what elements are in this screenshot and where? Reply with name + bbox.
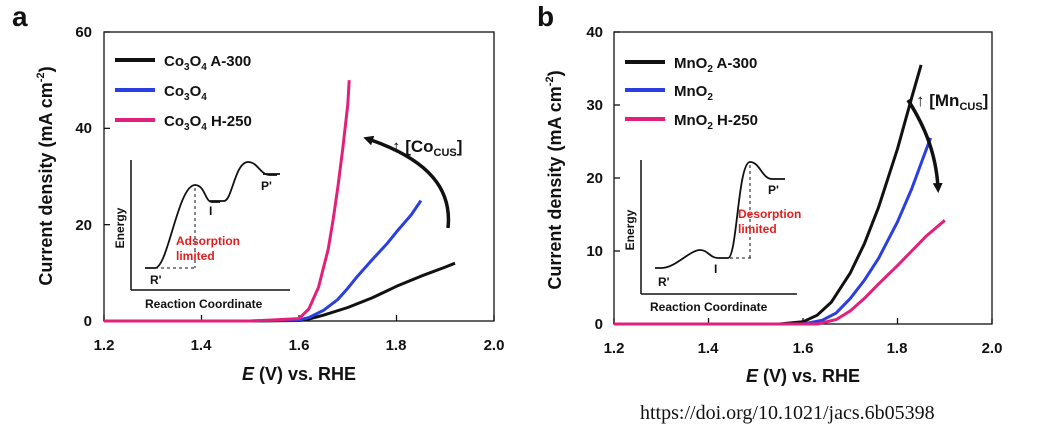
- legend-label: MnO2 H-250: [674, 112, 758, 132]
- legend-label: Co3O4 A-300: [164, 53, 251, 73]
- y-axis-title-sup: -2: [544, 76, 556, 86]
- ytick-labels-b: 0 10 20 30 40: [586, 24, 603, 333]
- inset-note-line1: Adsorption: [176, 234, 240, 248]
- inset-state-p: P': [768, 183, 779, 197]
- ytick-label: 60: [75, 24, 92, 41]
- plot-frame-b: [613, 31, 993, 325]
- xtick-label: 1.2: [604, 340, 625, 357]
- inset-profile-1: [145, 184, 220, 269]
- xtick-label: 1.4: [191, 337, 213, 354]
- y-axis-title-main: Current density (mA cm: [36, 82, 56, 285]
- y-axis-title-main: Current density (mA cm: [545, 86, 565, 289]
- inset-note-line2: limited: [738, 222, 777, 236]
- x-axis-title-b: E (V) vs. RHE: [746, 366, 860, 386]
- legend-label: Co3O4 H-250: [164, 113, 252, 133]
- axis-ticks-a: [103, 31, 495, 322]
- trend-arrow-a: [363, 135, 451, 229]
- series-line-co3o4-a-300: [104, 261, 456, 323]
- inset-profile-1: [655, 249, 728, 269]
- x-axis-title-italic: E: [242, 364, 255, 384]
- legend-a: Co3O4 A-300 Co3O4 Co3O4 H-250: [115, 53, 252, 133]
- legend-label: Co3O4: [164, 83, 207, 103]
- inset-state-r: R': [150, 273, 162, 287]
- panel-letter-a: a: [12, 1, 28, 32]
- inset-state-p: P': [261, 179, 272, 193]
- xtick-label: 1.2: [94, 337, 115, 354]
- series-group-a: [104, 80, 456, 323]
- y-axis-title-sup: -2: [35, 72, 47, 82]
- inset-state-r: R': [658, 275, 670, 289]
- series-line-mno2-h-250: [614, 219, 946, 326]
- series-group-b: [614, 64, 946, 326]
- legend-b: MnO2 A-300 MnO2 MnO2 H-250: [625, 55, 758, 132]
- xtick-label: 1.6: [793, 340, 814, 357]
- inset-state-i: I: [209, 204, 212, 218]
- x-axis-title-a: E (V) vs. RHE: [242, 364, 356, 384]
- xtick-labels-a: 1.2 1.4 1.6 1.8 2.0: [94, 337, 505, 354]
- plot-frame-a: [103, 31, 495, 322]
- xtick-label: 2.0: [982, 340, 1003, 357]
- ytick-label: 20: [586, 170, 603, 187]
- xtick-label: 2.0: [484, 337, 505, 354]
- inset-energy-label: Energy: [113, 207, 127, 248]
- series-line-mno2: [614, 137, 933, 326]
- x-axis-title-rest: (V) vs. RHE: [254, 364, 356, 384]
- ytick-label: 10: [586, 243, 603, 260]
- trend-arrow-b: [906, 99, 943, 193]
- xtick-label: 1.6: [289, 337, 310, 354]
- xtick-labels-b: 1.2 1.4 1.6 1.8 2.0: [604, 340, 1003, 357]
- ytick-label: 0: [595, 316, 603, 333]
- legend-label: MnO2: [674, 83, 713, 103]
- inset-note-line1: Desorption: [738, 207, 801, 221]
- ytick-label: 40: [586, 24, 603, 41]
- inset-energy-label: Energy: [623, 209, 637, 250]
- ytick-label: 0: [84, 313, 92, 330]
- y-axis-title-a: Current density (mA cm-2): [35, 66, 56, 285]
- x-axis-title-rest: (V) vs. RHE: [758, 366, 860, 386]
- panel-letter-b: b: [537, 1, 554, 32]
- ytick-labels-a: 0 20 40 60: [75, 24, 92, 330]
- inset-energy-diagram-a: Energy Reaction Coordinate R' I P' Adsor…: [113, 160, 290, 311]
- inset-energy-diagram-b: Energy Reaction Coordinate R' I P' Desor…: [623, 160, 801, 314]
- legend-label: MnO2 A-300: [674, 55, 757, 75]
- ytick-label: 40: [75, 120, 92, 137]
- annotation-a: ↑ [CoCUS]: [392, 137, 462, 159]
- y-axis-title-end: ): [545, 70, 565, 76]
- panel-a: a 0 20 40 60 1.2 1.4 1.6 1.8 2.0 E (V) v…: [12, 1, 504, 384]
- inset-reaction-coordinate-label: Reaction Coordinate: [145, 297, 263, 311]
- inset-reaction-coordinate-label: Reaction Coordinate: [650, 300, 768, 314]
- y-axis-title-b: Current density (mA cm-2): [544, 70, 565, 289]
- axis-ticks-b: [613, 31, 993, 325]
- doi-citation[interactable]: https://doi.org/10.1021/jacs.6b05398: [640, 402, 935, 424]
- y-axis-title-end: ): [36, 66, 56, 72]
- series-line-co3o4-h-250: [104, 80, 351, 323]
- ytick-label: 30: [586, 97, 603, 114]
- panel-b: b 0 10 20 30 40 1.2 1.4 1.6 1.8 2.0 E (V…: [537, 1, 1002, 386]
- x-axis-title-italic: E: [746, 366, 759, 386]
- inset-profile-2: [727, 161, 785, 259]
- inset-note-line2: limited: [176, 249, 215, 263]
- xtick-label: 1.8: [887, 340, 908, 357]
- ytick-label: 20: [75, 217, 92, 234]
- xtick-label: 1.8: [386, 337, 407, 354]
- annotation-b: ↑ [MnCUS]: [916, 91, 988, 113]
- inset-state-i: I: [714, 262, 717, 276]
- xtick-label: 1.4: [698, 340, 720, 357]
